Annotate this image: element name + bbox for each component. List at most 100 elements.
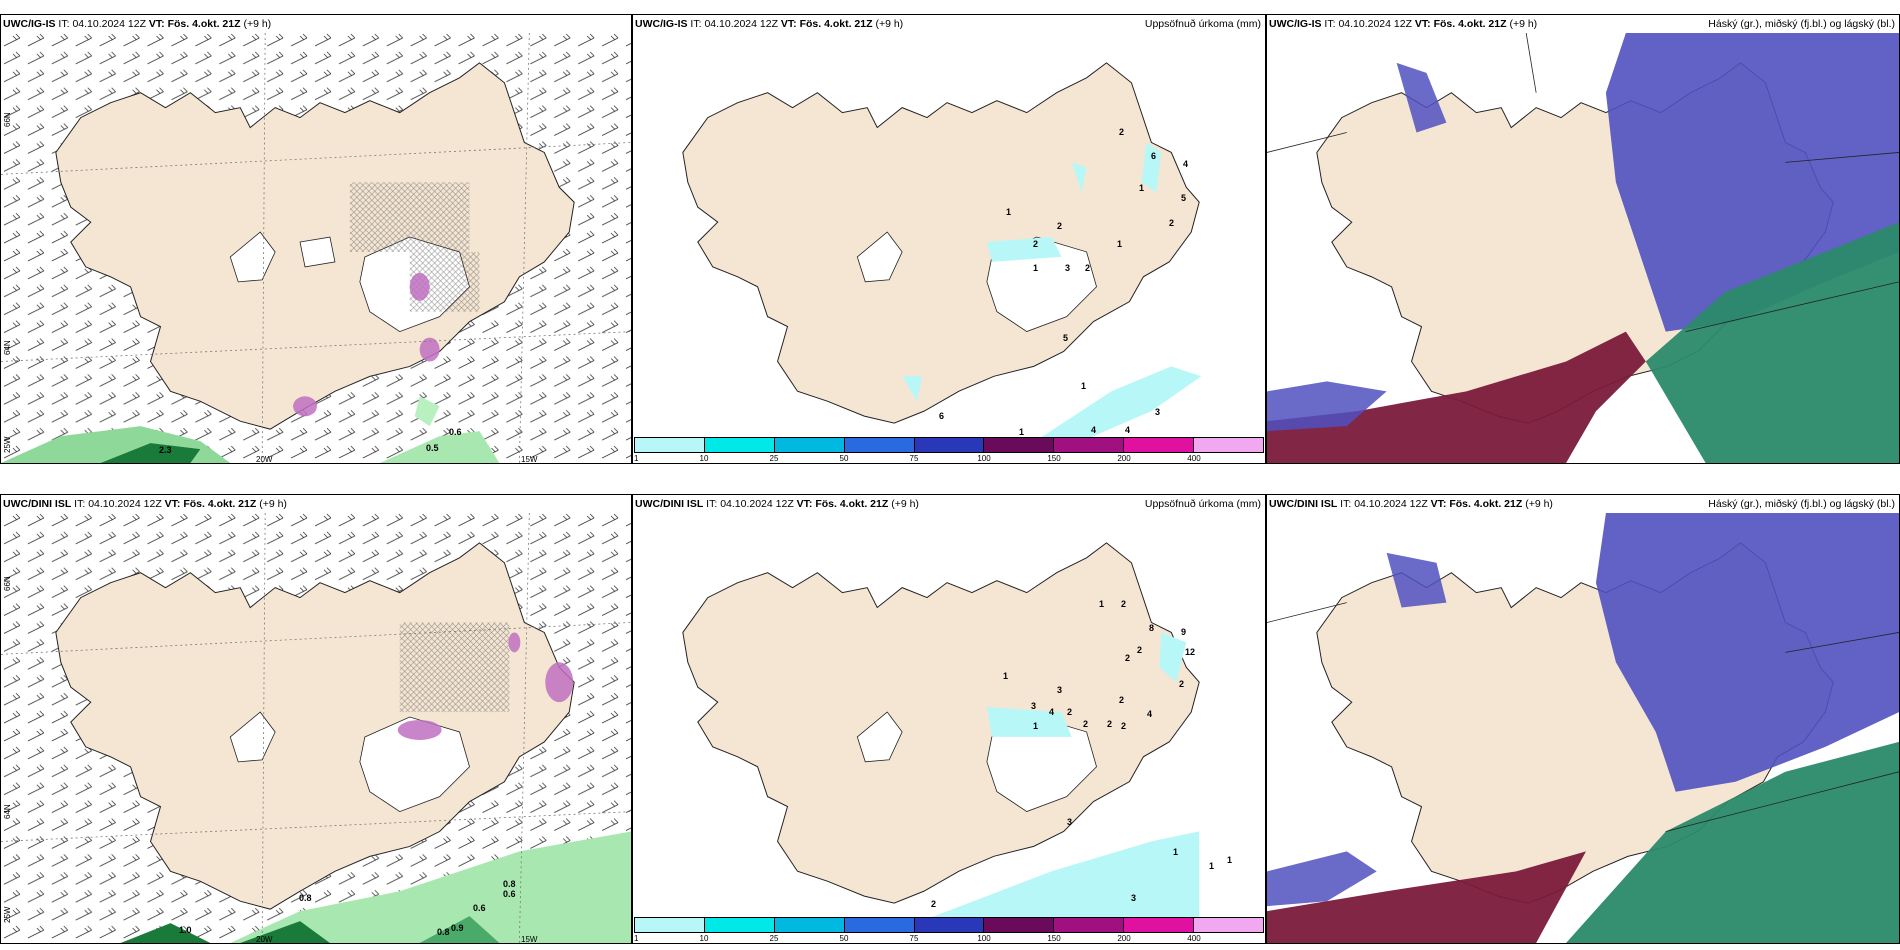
precip-legend-tick: 25 [769,454,779,463]
wind-map-panel-top: UWC/IG-IS IT: 04.10.2024 12Z VT: Fös. 4.… [0,14,632,464]
precip-map [633,513,1265,917]
precip-value: 3 [1155,407,1161,417]
precip-value: 2 [1119,127,1125,137]
cloud-map [1267,513,1899,943]
precip-value: 1 [1139,183,1145,193]
wind-precip-value: 0.6 [473,903,486,913]
precip-value: 5 [1063,333,1069,343]
precip-value: 1 [1019,427,1025,437]
precip-legend-swatch [635,918,705,932]
precip-legend-tick: 25 [769,934,779,943]
lon-label-15: 15W [521,455,538,464]
lon-label-15: 15W [521,935,538,944]
wind-precip-value: 0.6 [449,427,462,437]
precip-legend-swatch [635,438,705,452]
precip-legend-tick: 400 [1187,934,1201,943]
precip-value: 1 [1209,861,1215,871]
precip-legend-tick: 1 [634,454,639,463]
precip-legend-swatch [1054,438,1125,452]
precip-value: 2 [1057,221,1063,231]
precip-value: 1 [1173,847,1179,857]
precip-value: 1 [1033,721,1039,731]
precip-legend: 1 10 25 50 75 100 150 200 400 [633,437,1265,463]
precip-legend-bar [634,917,1264,933]
wind-precip-value: 0.8 [437,927,450,937]
precip-legend-tick: 100 [977,454,991,463]
panel-header: UWC/IG-IS IT: 04.10.2024 12Z VT: Fös. 4.… [635,18,904,30]
panel-title: Háský (gr.), miðský (fj.bl.) og lágský (… [1708,18,1895,30]
wind-map [1,513,631,943]
cloud-map-panel-bottom: UWC/DINI ISL IT: 04.10.2024 12Z VT: Fös.… [1266,494,1900,944]
precip-legend-tick: 10 [699,454,709,463]
precip-value: 1 [1081,381,1087,391]
precip-value: 2 [1121,721,1127,731]
precip-value: 4 [1049,707,1055,717]
panel-header: UWC/IG-IS IT: 04.10.2024 12Z VT: Fös. 4.… [1269,18,1538,30]
lat-label-25: 25W [3,436,12,453]
precip-value: 2 [1107,719,1113,729]
panel-title: Háský (gr.), miðský (fj.bl.) og lágský (… [1708,498,1895,510]
panel-header: UWC/DINI ISL IT: 04.10.2024 12Z VT: Fös.… [1269,498,1553,510]
lon-label-20: 20W [256,935,273,944]
precip-value: 2 [1033,239,1039,249]
precip-value: 9 [1181,627,1187,637]
precip-value: 3 [1067,817,1073,827]
lat-label-64: 64N [3,804,12,819]
lat-label-64: 64N [3,340,12,355]
precip-legend-swatch [984,918,1055,932]
precip-legend-tick: 150 [1047,454,1061,463]
precip-legend-swatch [1194,918,1264,932]
precip-legend-ticks: 1 10 25 50 75 100 150 200 400 [634,454,1264,463]
lat-label-66: 66N [3,576,12,591]
precip-value: 4 [1091,425,1097,435]
iceland-land [682,62,1200,424]
precip-value: 2 [1083,719,1089,729]
panel-header: UWC/DINI ISL IT: 04.10.2024 12Z VT: Fös.… [635,498,919,510]
wind-precip-value: 0.8 [503,879,516,889]
precip-legend-tick: 100 [977,934,991,943]
panel-title: Uppsöfnuð úrkoma (mm) [1144,498,1261,510]
precip-map-panel-bottom: UWC/DINI ISL IT: 04.10.2024 12Z VT: Fös.… [632,494,1266,944]
precip-value: 1 [1003,671,1009,681]
precip-value: 4 [1147,709,1153,719]
precip-legend-swatch [1124,918,1195,932]
precip-value: 1 [1006,207,1012,217]
precip-legend: 1 10 25 50 75 100 150 200 400 [633,917,1265,943]
precip-value: 2 [1137,645,1143,655]
precip-legend-tick: 400 [1187,454,1201,463]
precip-legend-ticks: 1 10 25 50 75 100 150 200 400 [634,934,1264,943]
precip-value: 2 [1169,218,1175,228]
wind-precip-value: 0.8 [299,893,312,903]
lat-label-25: 25W [3,906,12,923]
precip-map [633,33,1265,437]
cloud-map [1267,33,1899,463]
precip-legend-swatch [914,918,985,932]
precip-value: 6 [939,411,945,421]
precip-legend-swatch [704,918,775,932]
wind-precip-value: 0.9 [451,923,464,933]
precip-legend-swatch [844,438,915,452]
precip-value: 2 [1121,599,1127,609]
precip-value: 3 [1031,701,1037,711]
precip-legend-tick: 10 [699,934,709,943]
precip-legend-tick: 200 [1117,934,1131,943]
precip-value: 4 [1125,425,1131,435]
precip-value: 1 [1033,263,1039,273]
panel-title: Uppsöfnuð úrkoma (mm) [1144,18,1261,30]
wind-precip-value: 0.6 [503,889,516,899]
precip-value: 1 [1099,599,1105,609]
precip-legend-swatch [704,438,775,452]
precip-legend-tick: 200 [1117,454,1131,463]
precip-value: 2 [1125,653,1131,663]
precip-legend-tick: 75 [909,934,919,943]
precip-value: 3 [1065,263,1071,273]
precip-legend-tick: 50 [839,454,849,463]
wind-map-panel-bottom: UWC/DINI ISL IT: 04.10.2024 12Z VT: Fös.… [0,494,632,944]
precip-legend-swatch [914,438,985,452]
precip-value: 2 [1179,679,1185,689]
precip-legend-swatch [1124,438,1195,452]
precip-legend-swatch [1194,438,1264,452]
precip-value: 2 [1085,263,1091,273]
precip-legend-swatch [774,438,845,452]
panel-header: UWC/DINI ISL IT: 04.10.2024 12Z VT: Fös.… [3,498,287,510]
